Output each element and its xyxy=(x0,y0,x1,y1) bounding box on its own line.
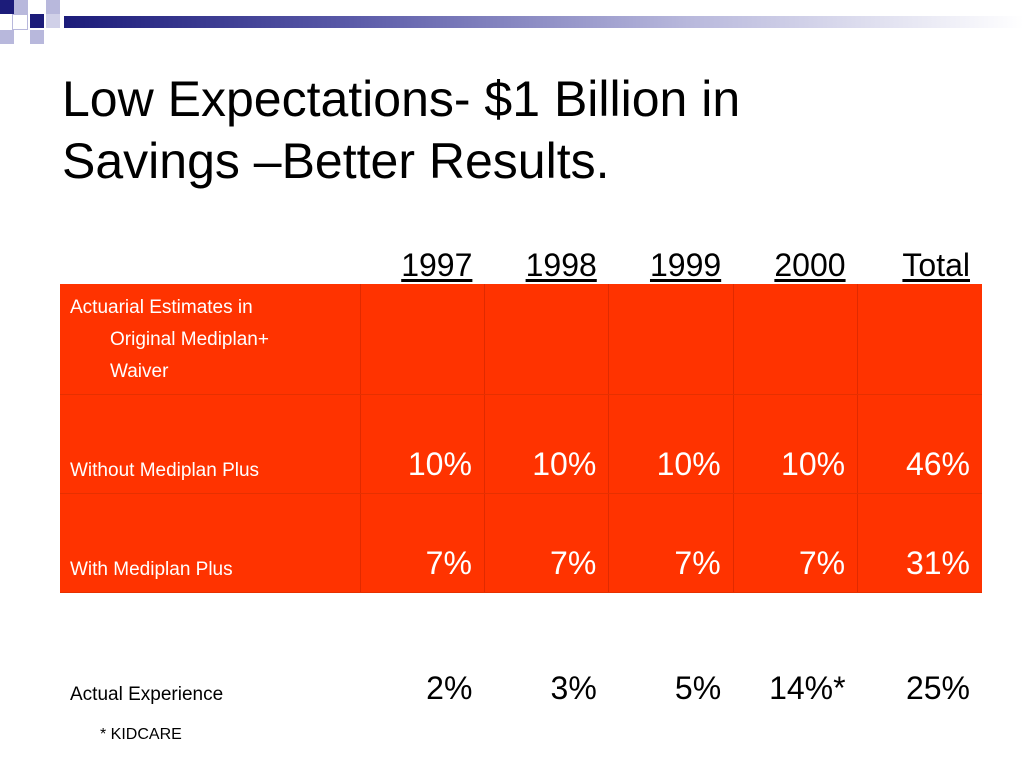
table-row: Actual Experience 2% 3% 5% 14%* 25% xyxy=(60,593,982,718)
table-cell: 10% xyxy=(360,394,485,494)
table-cell xyxy=(733,284,859,395)
title-line-2: Savings –Better Results. xyxy=(62,133,610,189)
header-2000: 2000 xyxy=(774,247,846,283)
decor-gradient-bar xyxy=(64,16,1024,28)
header-1999: 1999 xyxy=(649,247,722,283)
decor-square-lavender-4 xyxy=(46,0,60,14)
table-cell: 10% xyxy=(733,394,859,494)
table-cell: 46% xyxy=(857,394,982,494)
title-line-1: Low Expectations- $1 Billion in xyxy=(62,71,741,127)
table-cell xyxy=(608,284,734,395)
table-cell: 10% xyxy=(608,394,734,494)
decor-square-lavender-5 xyxy=(46,14,60,28)
header-empty xyxy=(60,236,360,284)
header-row: 1997 1998 1999 2000 Total xyxy=(60,236,982,284)
footnote: * KIDCARE xyxy=(100,726,182,743)
table-cell: 5% xyxy=(674,670,722,706)
table-row: With Mediplan Plus 7% 7% 7% 7% 31% xyxy=(60,493,982,593)
header-1998: 1998 xyxy=(525,247,597,283)
table-cell: 7% xyxy=(608,493,734,593)
header-total: Total xyxy=(902,247,970,283)
table-cell: 31% xyxy=(857,493,982,593)
table-cell: 3% xyxy=(550,670,597,706)
table-cell: 7% xyxy=(360,493,485,593)
slide-title: Low Expectations- $1 Billion in Savings … xyxy=(62,68,962,192)
decor-square-lavender-2 xyxy=(0,30,14,44)
row-label-with-mediplan-plus: With Mediplan Plus xyxy=(60,493,361,593)
row-label-actuarial-estimates: Actuarial Estimates in Original Mediplan… xyxy=(60,284,361,395)
table-cell xyxy=(857,284,982,395)
row-label-actual-experience: Actual Experience xyxy=(70,684,224,705)
decor-square-navy-1 xyxy=(0,0,14,14)
table-cell: 7% xyxy=(733,493,859,593)
table-cell xyxy=(484,284,610,395)
table-cell: 2% xyxy=(426,670,473,706)
table-cell: 14%* xyxy=(769,670,846,706)
savings-table: 1997 1998 1999 2000 Total Actuarial Esti… xyxy=(60,236,982,717)
table-cell: 25% xyxy=(905,670,970,706)
table-row: Actuarial Estimates in Original Mediplan… xyxy=(60,284,982,395)
decor-square-white-outline xyxy=(12,14,28,30)
decor-square-lavender-1 xyxy=(14,0,28,14)
decor-square-lavender-3 xyxy=(30,30,44,44)
header-1997: 1997 xyxy=(401,247,473,283)
table-cell xyxy=(360,284,485,395)
decor-square-navy-2 xyxy=(30,14,44,28)
table-row: Without Mediplan Plus 10% 10% 10% 10% 46… xyxy=(60,394,982,494)
table-cell: 10% xyxy=(484,394,610,494)
table-cell: 7% xyxy=(484,493,610,593)
row-label-without-mediplan-plus: Without Mediplan Plus xyxy=(60,394,361,494)
